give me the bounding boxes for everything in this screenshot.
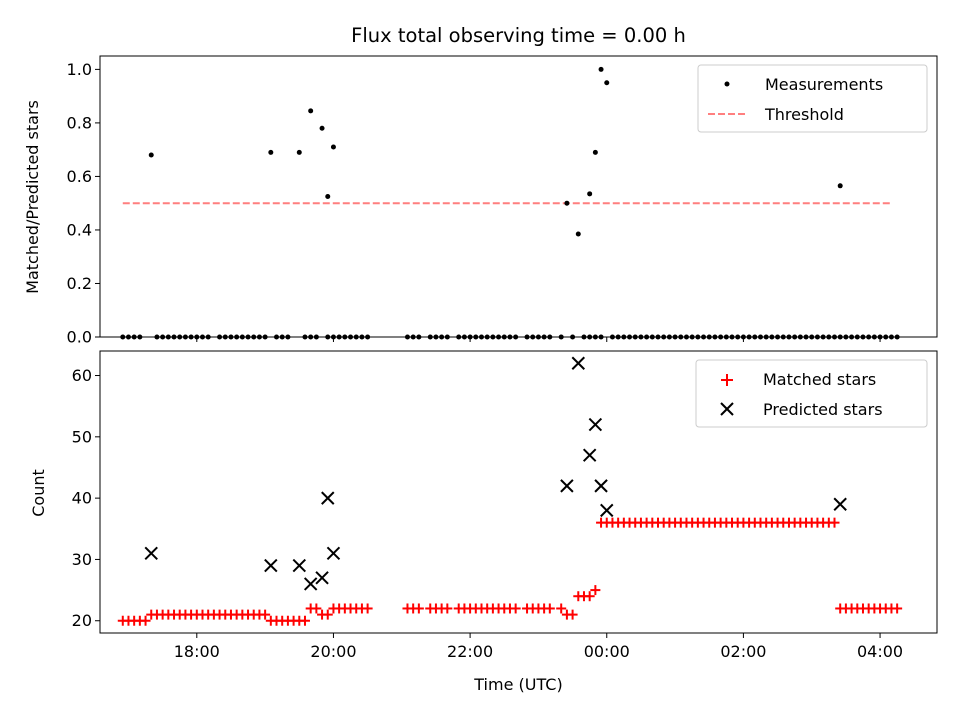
- matched-star-point: [413, 603, 424, 614]
- matched-star-point: [311, 603, 322, 614]
- bottom-panel: 20 30 40 50 60 18:00 20:00 22:00 00:00 02:00 04:0…: [29, 350, 938, 694]
- predicted-star-point: [571, 356, 585, 370]
- matched-star-point: [544, 603, 555, 614]
- x-tick-label: 04:00: [857, 642, 903, 661]
- predicted-star-point: [321, 491, 335, 505]
- y-tick-label: 40: [72, 489, 92, 508]
- legend-matched-marker: [721, 374, 733, 386]
- top-y-axis-label: Matched/Predicted stars: [23, 100, 42, 294]
- y-tick-label: 0.2: [67, 274, 92, 293]
- x-tick-label: 02:00: [720, 642, 766, 661]
- legend-predicted-marker: [720, 402, 734, 416]
- matched-star-point: [567, 609, 578, 620]
- predicted-star-point: [582, 448, 597, 462]
- legend-matched-label: Matched stars: [763, 370, 876, 389]
- matched-star-point: [829, 517, 840, 528]
- matched-star-point: [260, 609, 271, 620]
- x-tick-label: 20:00: [310, 642, 356, 661]
- bottom-legend-box: [695, 359, 928, 428]
- matched-star-point: [442, 603, 453, 614]
- bottom-marks: [117, 356, 903, 626]
- matched-star-point: [590, 585, 601, 596]
- top-axes-frame: [99, 55, 938, 338]
- predicted-star-point: [560, 479, 574, 493]
- x-tick-label: 18:00: [174, 642, 220, 661]
- predicted-star-point: [326, 546, 341, 561]
- matched-star-point: [362, 603, 373, 614]
- measurement-point: [598, 66, 604, 72]
- bottom-x-ticks: 18:00 20:00 22:00 00:00 02:00 04:00: [174, 633, 903, 661]
- y-tick-label: 30: [72, 550, 92, 569]
- measurement-point: [604, 80, 610, 86]
- bottom-axes-frame: [99, 350, 938, 634]
- legend-measurements-marker: [724, 81, 730, 87]
- measurement-point: [296, 149, 302, 155]
- measurement-point: [268, 149, 274, 155]
- measurement-point: [319, 125, 325, 131]
- predicted-star-point: [264, 558, 278, 573]
- legend-predicted-label: Predicted stars: [763, 400, 883, 419]
- y-tick-label: 50: [72, 427, 92, 446]
- measurement-point: [837, 183, 843, 189]
- bottom-y-axis-label: Count: [29, 469, 48, 517]
- measurement-point: [325, 194, 331, 199]
- predicted-star-point: [144, 546, 158, 561]
- y-tick-label: 60: [72, 366, 92, 385]
- predicted-star-point: [600, 503, 614, 518]
- chart-title: Flux total observing time = 0.00 h: [351, 24, 686, 47]
- y-tick-label: 1.0: [67, 60, 92, 79]
- predicted-star-point: [303, 577, 318, 591]
- measurement-point: [308, 108, 314, 114]
- measurement-point: [330, 144, 336, 150]
- y-tick-label: 20: [72, 611, 92, 630]
- measurement-point: [575, 231, 581, 237]
- predicted-star-point: [315, 571, 329, 585]
- top-y-ticks: 0.0 0.2 0.4 0.6 0.8 1.0: [67, 60, 100, 347]
- matched-star-point: [556, 603, 567, 614]
- measurement-point: [564, 200, 570, 206]
- legend-measurements-label: Measurements: [765, 75, 883, 94]
- matched-star-point: [299, 615, 310, 626]
- top-legend-box: [697, 64, 928, 133]
- y-tick-label: 0.4: [67, 220, 92, 239]
- matched-star-point: [892, 603, 903, 614]
- legend-threshold-label: Threshold: [764, 105, 844, 124]
- measurement-point: [592, 149, 598, 155]
- bottom-y-ticks: 20 30 40 50 60: [72, 366, 100, 630]
- x-tick-label: 00:00: [584, 642, 630, 661]
- top-legend: Measurements Threshold: [697, 64, 928, 133]
- matched-star-point: [322, 609, 333, 620]
- x-axis-label: Time (UTC): [473, 675, 562, 694]
- predicted-star-point: [594, 479, 608, 493]
- top-panel: 0.0 0.2 0.4 0.6 0.8 1.0 Matched/Predicted sta…: [23, 55, 938, 347]
- measurement-point: [148, 152, 154, 158]
- predicted-star-point: [292, 558, 306, 573]
- y-tick-label: 0.6: [67, 167, 92, 186]
- matched-star-point: [140, 615, 151, 626]
- matched-star-point: [510, 603, 521, 614]
- y-tick-label: 0.0: [67, 328, 92, 347]
- matched-star-point: [584, 591, 595, 602]
- x-tick-label: 22:00: [447, 642, 493, 661]
- measurement-point: [587, 191, 593, 197]
- bottom-legend: Matched stars Predicted stars: [695, 359, 928, 428]
- top-x-ticks: [196, 337, 881, 342]
- predicted-star-point: [588, 417, 603, 432]
- y-tick-label: 0.8: [67, 113, 92, 132]
- predicted-star-point: [833, 497, 847, 511]
